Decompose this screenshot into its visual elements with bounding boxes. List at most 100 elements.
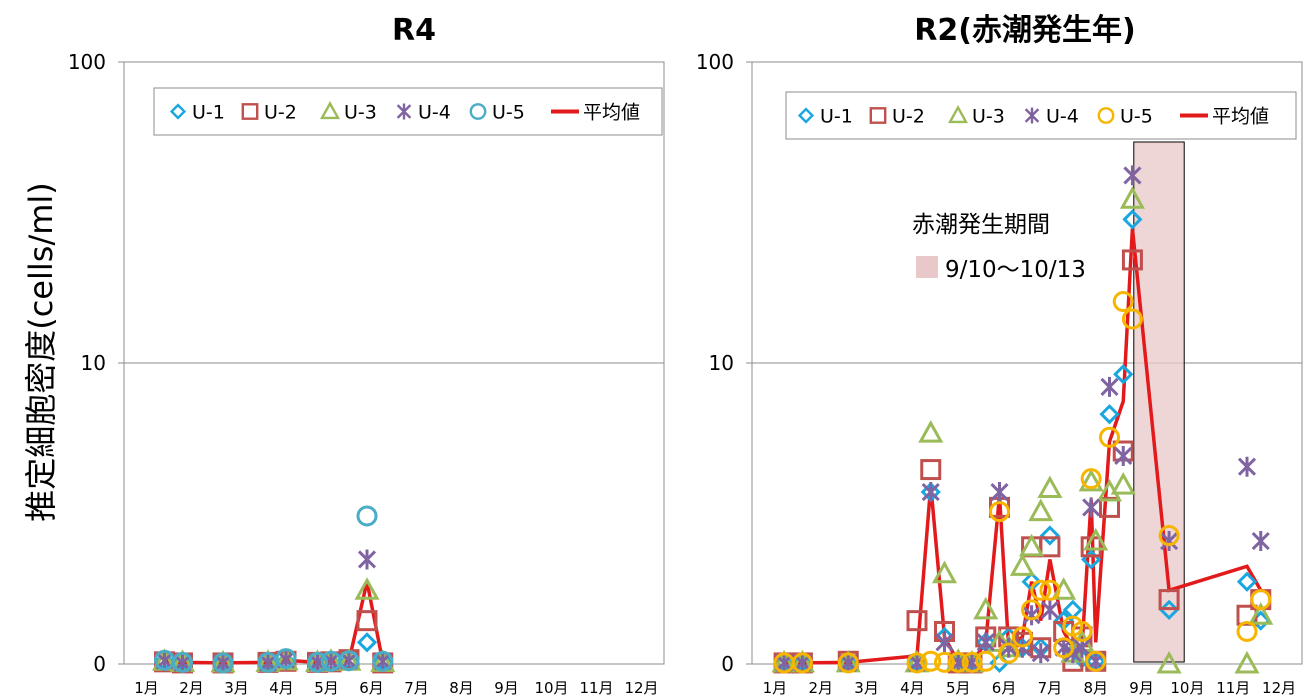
legend-label: U-5 bbox=[1120, 106, 1153, 128]
x-tick-label: 6月 bbox=[359, 679, 384, 697]
annotation-label: 赤潮発生期間 bbox=[912, 212, 1050, 238]
data-point-U-5 bbox=[1030, 579, 1052, 601]
data-point-U-5 bbox=[1080, 468, 1102, 490]
chart-r2: R2(赤潮発生年) 0 10 100 1月 2月 3月 4月 5月 6月 7月 8月 9月 10月 11月 1… bbox=[696, 13, 1303, 697]
legend-marker-U-2 bbox=[241, 103, 259, 120]
data-point-U-3 bbox=[1009, 553, 1035, 576]
legend-swatch-U-3 bbox=[947, 105, 969, 124]
x-tick-label: 8月 bbox=[1083, 679, 1108, 697]
data-point-U-5 bbox=[1011, 626, 1033, 648]
y-tick-label: 100 bbox=[68, 50, 106, 74]
legend-label: U-4 bbox=[1046, 106, 1079, 128]
data-point-U-4 bbox=[976, 632, 995, 653]
data-point-U-5 bbox=[961, 651, 983, 673]
x-tick-label: 2月 bbox=[808, 679, 833, 697]
data-point-U-2 bbox=[1039, 536, 1061, 558]
data-point-U-5 bbox=[1158, 525, 1180, 547]
data-point-U-5 bbox=[837, 652, 859, 674]
data-point-U-5 bbox=[975, 650, 997, 672]
legend-marker-U-2 bbox=[869, 107, 887, 124]
legend-label: U-4 bbox=[418, 102, 451, 124]
data-point-U-5 bbox=[947, 651, 969, 673]
legend-swatch-U-4 bbox=[1024, 107, 1040, 124]
data-point-U-5 bbox=[307, 651, 328, 673]
series-line-平均値 bbox=[784, 228, 1263, 665]
legend-label: U-5 bbox=[492, 102, 525, 124]
data-point-U-3 bbox=[1248, 602, 1274, 625]
data-point-U-5 bbox=[920, 650, 942, 672]
annotation-range: 9/10〜10/13 bbox=[945, 257, 1086, 283]
legend-marker-U-1 bbox=[797, 107, 815, 124]
data-point-U-1 bbox=[1236, 571, 1258, 592]
data-point-U-2 bbox=[1121, 249, 1143, 271]
y-tick-label: 10 bbox=[81, 351, 106, 375]
data-point-U-5 bbox=[998, 642, 1020, 664]
data-point-U-5 bbox=[1071, 620, 1093, 642]
legend-label: U-1 bbox=[192, 102, 225, 124]
data-point-U-5 bbox=[1085, 650, 1107, 672]
x-tick-label: 8月 bbox=[449, 679, 474, 697]
data-point-U-3 bbox=[1078, 468, 1104, 492]
data-point-U-5 bbox=[356, 505, 378, 527]
data-point-U-5 bbox=[1021, 599, 1043, 621]
data-point-U-3 bbox=[1156, 650, 1182, 674]
x-tick-label: 5月 bbox=[946, 679, 971, 697]
data-point-U-4 bbox=[935, 632, 954, 653]
data-point-U-3 bbox=[1234, 650, 1260, 674]
data-point-U-4 bbox=[990, 482, 1009, 503]
legend-label: U-2 bbox=[892, 106, 925, 128]
data-point-U-1 bbox=[1099, 404, 1120, 425]
data-point-U-5 bbox=[1250, 589, 1272, 611]
data-point-U-1 bbox=[356, 632, 378, 653]
x-tick-label: 12月 bbox=[1262, 679, 1296, 697]
x-tick-label: 1月 bbox=[134, 679, 159, 697]
red-tide-period-band bbox=[1133, 141, 1185, 663]
legend-label: U-2 bbox=[264, 102, 297, 124]
legend-marker-U-5 bbox=[469, 103, 487, 120]
data-point-U-4 bbox=[1237, 456, 1257, 477]
x-tick-label: 3月 bbox=[854, 679, 879, 697]
data-point-U-5 bbox=[212, 652, 234, 674]
data-point-U-4 bbox=[921, 482, 940, 503]
data-point-U-4 bbox=[1251, 531, 1270, 552]
chart-r4: R4 0 10 100 1月 2月 3月 4月 5月 6月 7月 8月 9月 10月 11月 12月 U-1 U-… bbox=[68, 13, 665, 697]
legend-swatch-U-3 bbox=[319, 101, 341, 120]
data-point-U-5 bbox=[989, 501, 1010, 523]
y-tick-label: 0 bbox=[721, 652, 734, 676]
data-point-U-3 bbox=[1119, 186, 1145, 209]
legend-marker-U-1 bbox=[169, 103, 187, 120]
data-point-U-5 bbox=[275, 648, 297, 670]
data-point-U-5 bbox=[338, 650, 360, 672]
data-point-U-3 bbox=[1028, 498, 1054, 522]
legend-swatch-U-5 bbox=[1097, 107, 1115, 124]
data-point-U-1 bbox=[1122, 209, 1143, 230]
legend-marker-U-4 bbox=[1024, 107, 1040, 124]
legend-label: U-1 bbox=[820, 106, 853, 128]
x-tick-label: 9月 bbox=[494, 679, 519, 697]
legend-label: 平均値 bbox=[1212, 106, 1269, 128]
data-point-U-5 bbox=[172, 651, 193, 673]
x-tick-label: 11月 bbox=[1216, 679, 1250, 697]
data-point-U-4 bbox=[1114, 445, 1133, 466]
data-point-U-3 bbox=[1037, 475, 1063, 499]
x-tick-label: 1月 bbox=[763, 679, 788, 697]
chart-title: R4 bbox=[392, 13, 436, 48]
y-tick-label: 0 bbox=[93, 652, 106, 676]
legend-swatch-U-4 bbox=[396, 103, 412, 120]
data-point-U-3 bbox=[918, 420, 944, 443]
data-point-U-3 bbox=[1110, 472, 1136, 495]
x-tick-label: 12月 bbox=[624, 679, 658, 697]
data-point-U-5 bbox=[791, 652, 813, 674]
data-point-U-2 bbox=[1158, 589, 1180, 611]
data-point-U-1 bbox=[1113, 364, 1134, 385]
data-point-U-1 bbox=[1039, 525, 1061, 546]
data-point-U-2 bbox=[906, 610, 928, 632]
annotation-swatch bbox=[916, 256, 938, 278]
legend-swatch-U-1 bbox=[797, 107, 815, 124]
y-axis-label: 推定細胞密度(cells/ml) bbox=[22, 182, 60, 522]
legend-marker-U-3 bbox=[947, 105, 969, 124]
legend-marker-U-4 bbox=[396, 103, 412, 120]
legend-swatch-U-2 bbox=[869, 107, 887, 124]
data-point-U-3 bbox=[1019, 533, 1045, 557]
